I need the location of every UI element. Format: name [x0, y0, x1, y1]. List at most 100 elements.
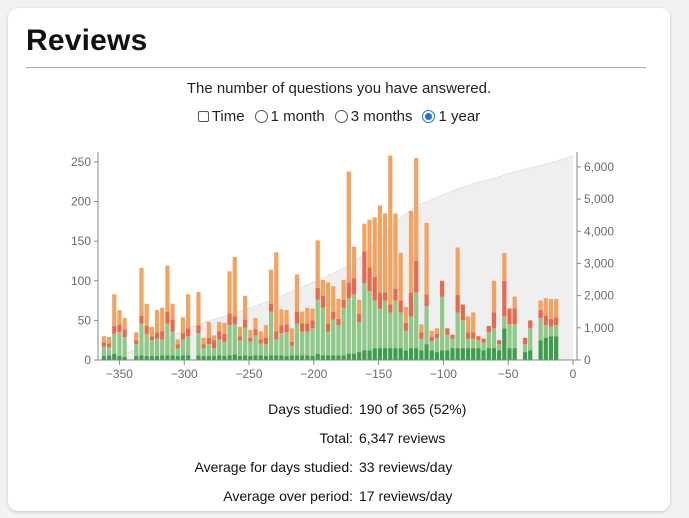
- x-tick-label: −200: [300, 367, 327, 381]
- bar-segment: [455, 247, 460, 296]
- bar-segment: [310, 320, 315, 329]
- bar-segment: [217, 331, 222, 340]
- radio-1-month-label: 1 month: [270, 108, 325, 125]
- bar-segment: [237, 356, 243, 360]
- bar-segment: [346, 353, 351, 360]
- bar-segment: [284, 356, 289, 360]
- bar-segment: [388, 312, 393, 349]
- bar-segment: [112, 353, 117, 360]
- bar-segment: [336, 318, 341, 326]
- stat-row: Average over period: 17 reviews/day: [8, 481, 670, 510]
- bar-segment: [414, 348, 419, 360]
- bar-segment: [543, 337, 548, 360]
- bar-segment: [206, 356, 211, 360]
- bar-segment: [315, 299, 320, 354]
- bar-segment: [101, 342, 106, 347]
- radio-1-month[interactable]: 1 month: [254, 108, 325, 125]
- radio-circle-selected[interactable]: [422, 110, 436, 123]
- bar-segment: [211, 335, 217, 341]
- bar-segment: [310, 308, 315, 321]
- stat-value: 6,347 reviews: [359, 429, 446, 446]
- radio-circle[interactable]: [254, 110, 268, 123]
- bar-segment: [367, 219, 372, 268]
- bar-segment: [201, 344, 206, 349]
- bar-segment: [258, 331, 263, 340]
- y2-tick-label: 1,000: [584, 321, 614, 335]
- bar-segment: [279, 309, 284, 326]
- bar-segment: [106, 347, 112, 356]
- bar-segment: [450, 338, 455, 349]
- bar-segment: [170, 331, 175, 356]
- checkbox-box[interactable]: [197, 111, 209, 122]
- bar-segment: [528, 320, 533, 329]
- bar-segment: [305, 331, 310, 356]
- bar-segment: [486, 325, 491, 333]
- bar-segment: [144, 303, 149, 326]
- bar-segment: [429, 350, 434, 360]
- bar-segment: [170, 355, 175, 360]
- bar-segment: [144, 356, 149, 360]
- range-controls: Time 1 month 3 months 1 year: [8, 108, 670, 125]
- bar-segment: [289, 341, 294, 346]
- bar-segment: [398, 253, 403, 301]
- bar-segment: [149, 326, 154, 337]
- bar-segment: [165, 355, 170, 360]
- cumulative-area: [100, 155, 573, 360]
- bar-segment: [346, 282, 351, 299]
- stat-label: Average over period:: [223, 487, 353, 504]
- bar-segment: [217, 321, 222, 332]
- bar-segment: [106, 355, 112, 360]
- bar-segment: [122, 337, 127, 357]
- bar-segment: [548, 336, 554, 360]
- y2-tick-label: 0: [584, 353, 591, 367]
- bar-segment: [429, 340, 434, 351]
- radio-3-months[interactable]: 3 months: [334, 108, 412, 125]
- y-tick-label: 250: [71, 155, 91, 169]
- bar-segment: [512, 348, 517, 360]
- bar-segment: [429, 337, 434, 341]
- bar-segment: [315, 240, 320, 288]
- radio-circle[interactable]: [334, 110, 348, 123]
- bar-segment: [367, 267, 372, 292]
- bar-segment: [122, 329, 127, 338]
- stat-value: 190 of 365 (52%): [359, 400, 467, 417]
- bar-segment: [274, 355, 279, 360]
- bar-segment: [101, 336, 106, 343]
- bar-segment: [300, 331, 305, 356]
- bar-segment: [232, 324, 237, 355]
- bar-segment: [294, 323, 300, 356]
- bar-segment: [393, 213, 398, 289]
- bar-segment: [388, 304, 393, 313]
- bar-segment: [211, 356, 217, 360]
- time-checkbox[interactable]: Time: [197, 108, 245, 125]
- stat-row: Average for days studied: 33 reviews/day: [8, 452, 670, 481]
- bar-segment: [414, 157, 419, 261]
- bar-segment: [434, 352, 440, 360]
- bar-segment: [196, 355, 201, 360]
- bar-segment: [543, 315, 548, 326]
- radio-1-year[interactable]: 1 year: [422, 108, 480, 125]
- x-tick-label: −350: [106, 367, 133, 381]
- bar-segment: [154, 338, 160, 357]
- bar-segment: [393, 348, 398, 360]
- bar-segment: [243, 355, 248, 360]
- bar-segment: [388, 348, 393, 360]
- stat-row: Days studied: 190 of 365 (52%): [8, 394, 670, 423]
- bar-segment: [154, 332, 160, 339]
- y2-tick-label: 6,000: [584, 160, 614, 174]
- bar-segment: [341, 299, 346, 308]
- bar-segment: [491, 280, 497, 313]
- bar-segment: [502, 253, 507, 281]
- bar-segment: [481, 338, 486, 343]
- bar-segment: [186, 328, 191, 337]
- bar-segment: [222, 341, 227, 357]
- bar-segment: [362, 223, 367, 252]
- bar-segment: [481, 342, 486, 351]
- bar-segment: [165, 265, 170, 312]
- bar-segment: [351, 246, 357, 279]
- bar-segment: [554, 298, 559, 318]
- bar-segment: [522, 344, 528, 353]
- bar-segment: [403, 322, 408, 331]
- bar-segment: [351, 294, 357, 354]
- bar-segment: [486, 348, 491, 360]
